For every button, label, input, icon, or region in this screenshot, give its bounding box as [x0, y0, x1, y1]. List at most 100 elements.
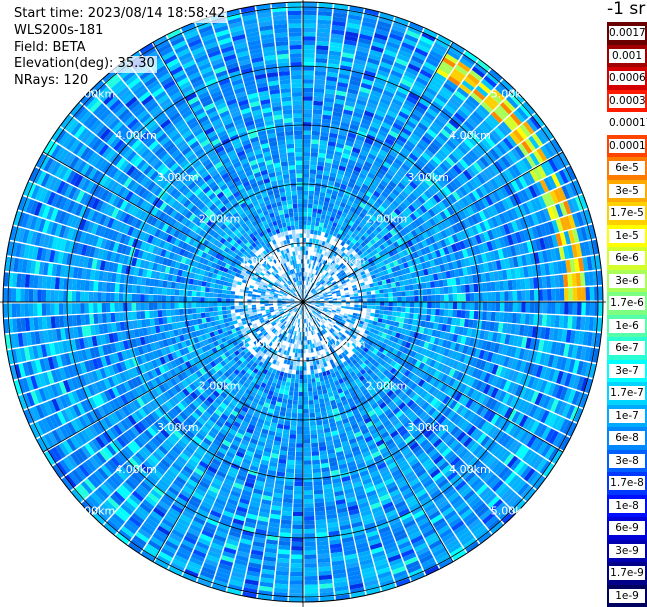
radar-gate-cell — [308, 186, 315, 192]
radar-gate-cell — [362, 74, 375, 82]
radar-gate-cell — [531, 226, 539, 239]
radar-gate-cell — [443, 246, 450, 255]
radar-gate-cell — [369, 168, 378, 176]
radar-gate-cell — [383, 118, 394, 126]
radar-gate-cell — [426, 308, 432, 315]
radar-gate-cell — [303, 32, 316, 37]
radar-gate-cell — [319, 306, 324, 309]
radar-gate-cell — [448, 153, 459, 164]
radar-gate-cell — [339, 286, 344, 290]
radar-gate-cell — [398, 82, 411, 92]
radar-gate-cell — [315, 297, 320, 300]
radar-gate-cell — [422, 295, 428, 302]
radar-gate-cell — [543, 236, 551, 249]
radar-gate-cell — [311, 143, 319, 149]
radar-gate-cell — [311, 216, 316, 222]
radar-gate-cell — [412, 109, 424, 119]
radar-gate-cell — [506, 269, 512, 280]
radar-gate-cell — [354, 302, 359, 305]
radar-gate-cell — [336, 233, 342, 239]
radar-gate-cell — [328, 306, 333, 309]
radar-gate-cell — [306, 296, 310, 300]
radar-gate-cell — [390, 146, 401, 155]
radar-gate-cell — [361, 183, 369, 191]
radar-gate-cell — [340, 183, 347, 190]
radar-gate-cell — [318, 437, 326, 443]
radar-gate-cell — [445, 254, 452, 263]
radar-gate-cell — [576, 360, 584, 375]
radar-gate-cell — [292, 348, 296, 353]
radar-gate-cell — [303, 434, 311, 440]
radar-gate-cell — [310, 296, 315, 299]
radar-gate-cell — [332, 293, 337, 296]
radar-gate-cell — [401, 328, 407, 335]
radar-gate-cell — [310, 165, 317, 170]
radar-gate-cell — [520, 189, 530, 202]
radar-gate-cell — [371, 145, 380, 153]
radar-gate-cell — [312, 464, 321, 469]
radar-gate-cell — [320, 299, 325, 301]
radar-gate-cell — [312, 360, 317, 366]
radar-gate-cell — [324, 298, 329, 300]
radar-gate-cell — [366, 228, 373, 235]
radar-gate-cell — [367, 305, 372, 309]
radar-gate-cell — [322, 255, 327, 260]
radar-gate-cell — [303, 14, 317, 20]
radar-gate-cell — [580, 210, 589, 226]
radar-gate-cell — [354, 247, 361, 253]
radar-gate-cell — [525, 253, 532, 266]
radar-gate-cell — [346, 92, 358, 99]
radar-gate-cell — [299, 370, 303, 375]
radar-gate-cell — [304, 494, 314, 500]
radar-gate-cell — [427, 83, 440, 93]
radar-gate-cell — [307, 299, 312, 301]
radar-gate-cell — [338, 73, 350, 80]
radar-gate-cell — [374, 219, 382, 226]
radar-gate-cell — [364, 138, 374, 145]
radar-gate-cell — [439, 162, 449, 173]
radar-gate-cell — [333, 256, 338, 262]
radar-gate-cell — [285, 364, 290, 370]
radar-gate-cell — [403, 318, 409, 324]
radar-gate-cell — [359, 150, 369, 157]
radar-gate-cell — [326, 224, 332, 230]
radar-gate-cell — [345, 167, 353, 174]
radar-gate-cell — [534, 197, 543, 211]
radar-gate-cell — [420, 213, 429, 222]
radar-gate-cell — [405, 29, 421, 40]
radar-gate-cell — [376, 240, 383, 247]
radar-gate-cell — [313, 100, 323, 106]
radar-gate-cell — [401, 163, 411, 172]
radar-gate-cell — [333, 268, 338, 274]
radar-gate-cell — [465, 302, 471, 310]
radar-gate-cell — [382, 176, 391, 184]
radar-gate-cell — [327, 291, 332, 294]
radar-gate-cell — [308, 348, 311, 354]
radar-gate-cell — [303, 152, 311, 157]
radar-gate-cell — [367, 98, 379, 106]
radar-gate-cell — [320, 231, 326, 237]
radar-gate-cell — [425, 315, 431, 322]
radar-gate-cell — [389, 73, 402, 83]
radar-gate-cell — [418, 225, 426, 233]
radar-gate-cell — [337, 298, 342, 300]
radar-gate-cell — [430, 281, 436, 288]
radar-gate-cell — [469, 114, 481, 126]
radar-gate-cell — [551, 205, 560, 219]
radar-gate-cell — [451, 150, 462, 161]
radar-gate-cell — [584, 209, 593, 224]
radar-gate-cell — [303, 70, 314, 76]
radar-gate-cell — [342, 259, 348, 265]
radar-gate-cell — [405, 120, 417, 129]
radar-gate-cell — [406, 95, 418, 105]
radar-gate-cell — [310, 268, 314, 274]
radar-gate-cell — [403, 199, 411, 207]
radar-gate-cell — [417, 122, 428, 132]
radar-gate-cell — [365, 222, 372, 229]
radar-gate-cell — [462, 327, 469, 336]
radar-gate-cell — [396, 205, 405, 213]
radar-gate-cell — [403, 234, 411, 242]
radar-gate-cell — [559, 302, 565, 315]
radar-gate-cell — [349, 269, 355, 274]
radar-gate-cell — [363, 194, 371, 201]
